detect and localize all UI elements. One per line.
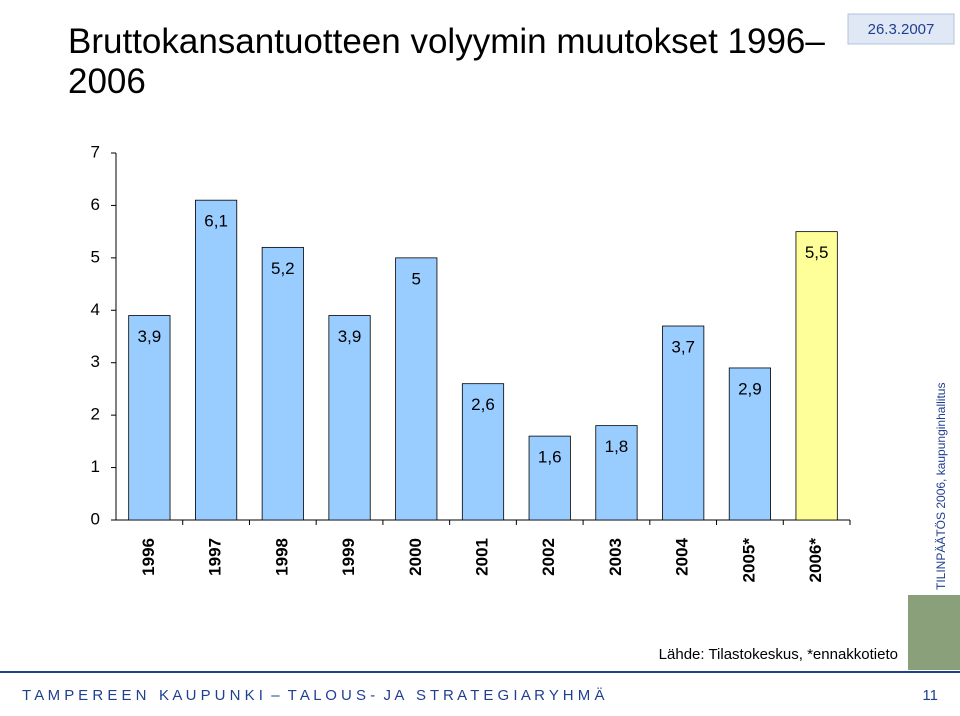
value-label: 1,6 <box>538 448 562 467</box>
value-label: 5,5 <box>805 243 829 262</box>
bar <box>195 199 238 521</box>
value-label: 6,1 <box>204 212 228 231</box>
bar <box>461 383 505 521</box>
bar <box>128 315 171 521</box>
value-label: 3,9 <box>338 327 362 346</box>
y-tick-label: 1 <box>91 457 100 476</box>
source: Lähde: Tilastokeskus, *ennakkotieto <box>659 646 898 663</box>
y-tick-label: 4 <box>91 300 100 319</box>
chart-title: Bruttokansantuotteen volyymin muutokset … <box>68 22 825 101</box>
y-tick-label: 2 <box>91 405 100 424</box>
y-tick-label: 6 <box>91 195 100 214</box>
bar <box>595 425 638 521</box>
date-box <box>847 13 955 45</box>
value-label: 2,6 <box>471 395 495 414</box>
y-tick-label: 0 <box>91 509 100 528</box>
value-label: 3,9 <box>138 327 162 346</box>
x-tick-label: 1996 <box>139 538 158 576</box>
y-tick-label: 5 <box>91 247 100 266</box>
x-tick-label: 2000 <box>406 538 425 576</box>
bar <box>528 435 571 521</box>
x-tick-label: 2004 <box>673 537 692 575</box>
bar <box>328 315 371 521</box>
footer: T A M P E R E E N K A U P U N K I – T A … <box>22 687 604 704</box>
x-tick-label: 2002 <box>539 538 558 576</box>
value-label: 3,7 <box>671 337 695 356</box>
value-label: 5 <box>412 269 421 288</box>
x-tick-label: 2001 <box>472 538 491 576</box>
bar <box>728 367 771 521</box>
x-tick-label: 2006* <box>806 538 825 583</box>
page-number: 11 <box>922 687 938 704</box>
bar <box>261 246 304 521</box>
value-label: 2,9 <box>738 379 762 398</box>
bar <box>662 325 705 521</box>
date: 26.3.2007 <box>868 21 935 38</box>
x-tick-label: 1997 <box>206 538 225 576</box>
x-tick-label: 1998 <box>272 538 291 576</box>
side-text: TILINPÄÄTÖS 2006, kaupunginhallitus <box>934 383 948 590</box>
x-tick-label: 2005* <box>739 538 758 583</box>
y-tick-label: 7 <box>91 142 100 161</box>
x-tick-label: 1999 <box>339 538 358 576</box>
value-label: 1,8 <box>605 437 629 456</box>
photo <box>908 595 960 670</box>
bar <box>795 231 838 521</box>
y-tick-label: 3 <box>91 352 100 371</box>
bar <box>395 257 438 521</box>
value-label: 5,2 <box>271 259 295 278</box>
x-tick-label: 2003 <box>606 538 625 576</box>
